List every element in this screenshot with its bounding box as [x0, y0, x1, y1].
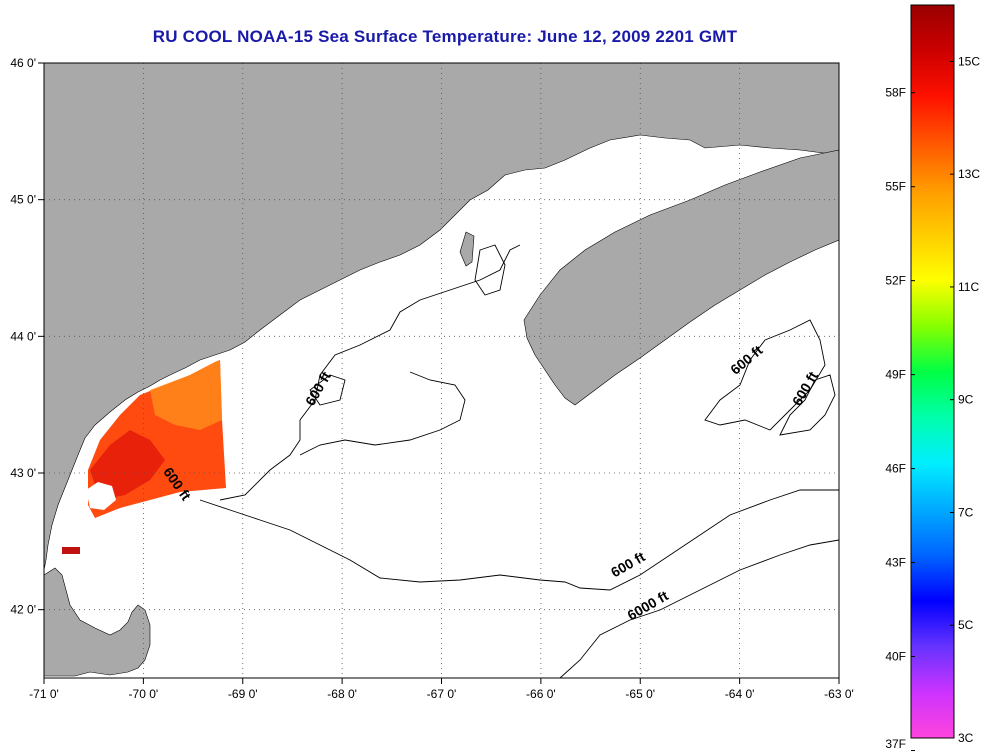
lat-tick-label: 42 0' — [10, 603, 36, 617]
sst-swath-cloud-gap — [86, 482, 116, 510]
contour-6000 — [559, 539, 840, 679]
map-title: RU COOL NOAA-15 Sea Surface Temperature:… — [152, 27, 738, 46]
lat-tick-label: 43 0' — [10, 466, 36, 480]
lon-tick-label: -65 0' — [625, 687, 655, 701]
lon-tick-label: -69 0' — [228, 687, 258, 701]
contour-lines — [199, 244, 840, 679]
land-layer — [43, 62, 840, 677]
land-massachusetts — [43, 567, 151, 677]
longitude-axis: -71 0' -70 0' -69 0' -68 0' -67 0' -66 0' -65 … — [29, 678, 854, 701]
lat-tick-label: 45 0' — [10, 193, 36, 207]
contour-600-scotian-2 — [779, 374, 836, 436]
contour-600-georges — [199, 489, 839, 591]
lon-tick-label: -67 0' — [427, 687, 457, 701]
contour-600-island-b — [474, 244, 506, 296]
land-grand-manan — [459, 231, 475, 267]
lon-tick-label: -71 0' — [29, 687, 59, 701]
lon-tick-label: -66 0' — [526, 687, 556, 701]
sst-swath-hot — [90, 430, 165, 500]
contour-600-gulf — [219, 244, 521, 501]
sst-patch-coast — [62, 547, 80, 554]
lat-tick-label: 44 0' — [10, 329, 36, 343]
lon-tick-label: -70 0' — [129, 687, 159, 701]
sst-swath — [62, 360, 226, 554]
lon-tick-label: -63 0' — [824, 687, 854, 701]
contour-600-scotian-1 — [704, 319, 826, 431]
land-new-england-mainland — [43, 62, 840, 571]
latitude-axis: 46 0' 45 0' 44 0' 43 0' 42 0' — [10, 56, 44, 617]
sst-swath-orange — [150, 360, 222, 430]
lat-tick-label: 46 0' — [10, 56, 36, 70]
contour-600-island-a — [309, 374, 346, 406]
lon-tick-label: -64 0' — [725, 687, 755, 701]
lon-tick-label: -68 0' — [327, 687, 357, 701]
land-nova-scotia — [523, 149, 840, 406]
